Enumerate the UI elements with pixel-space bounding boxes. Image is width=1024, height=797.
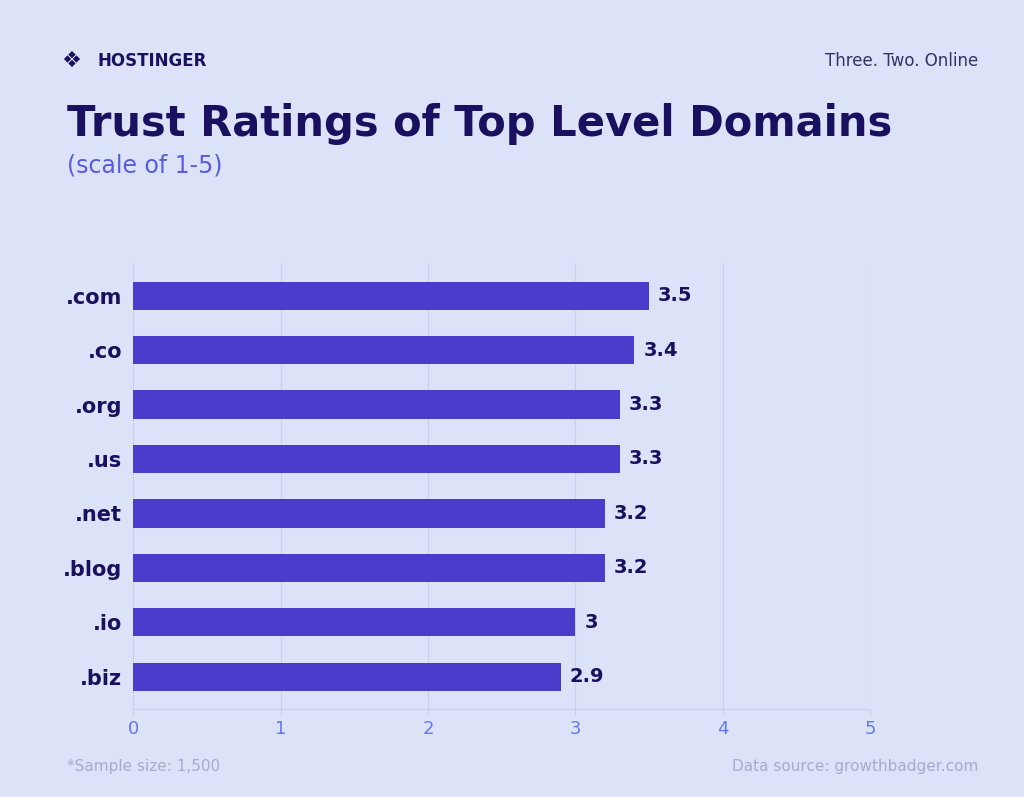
Text: 3: 3 [585, 613, 598, 632]
Bar [133, 281, 649, 310]
Text: 3.3: 3.3 [629, 395, 663, 414]
Bar [133, 445, 620, 473]
Text: *Sample size: 1,500: *Sample size: 1,500 [67, 760, 220, 774]
Bar [133, 336, 635, 364]
Text: 3.3: 3.3 [629, 450, 663, 469]
Text: ❖: ❖ [61, 51, 82, 72]
Text: 3.2: 3.2 [613, 559, 648, 577]
Text: 3.5: 3.5 [658, 286, 692, 305]
Bar [133, 662, 561, 691]
Text: Trust Ratings of Top Level Domains: Trust Ratings of Top Level Domains [67, 103, 892, 144]
Bar [133, 499, 605, 528]
Bar [133, 608, 575, 636]
Text: 3.2: 3.2 [613, 504, 648, 523]
Text: Three. Two. Online: Three. Two. Online [824, 53, 978, 70]
Text: HOSTINGER: HOSTINGER [97, 53, 207, 70]
Bar [133, 391, 620, 418]
Text: (scale of 1-5): (scale of 1-5) [67, 154, 222, 178]
Bar [133, 554, 605, 582]
Text: Data source: growthbadger.com: Data source: growthbadger.com [731, 760, 978, 774]
Text: 3.4: 3.4 [643, 340, 678, 359]
Text: 2.9: 2.9 [569, 667, 604, 686]
